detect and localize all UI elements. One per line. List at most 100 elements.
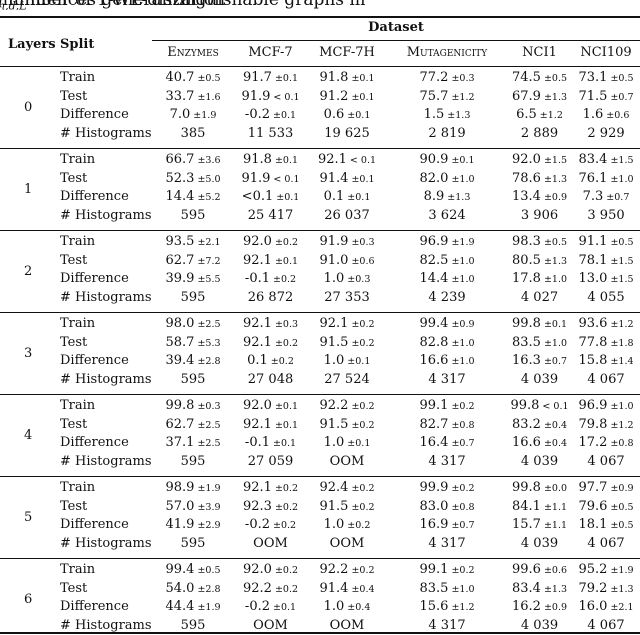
table-cell: 93.5 ±2.1 bbox=[152, 233, 234, 252]
cell-value: 595 bbox=[180, 289, 206, 305]
block-rule bbox=[0, 230, 640, 231]
cell-std: ±0.4 bbox=[543, 419, 568, 431]
cell-value: 83.5 bbox=[511, 334, 541, 350]
cell-value: 91.5 bbox=[319, 498, 349, 514]
cell-value: 98.3 bbox=[511, 234, 541, 249]
cell-std: ±1.3 bbox=[543, 173, 568, 185]
cell-std: ±1.2 bbox=[451, 602, 475, 613]
dataset-cmidrule bbox=[152, 40, 640, 41]
cell-std: ±0.5 bbox=[543, 73, 568, 84]
table-cell: 1.0 ±0.4 bbox=[307, 598, 387, 617]
table-cell: -0.2 ±0.1 bbox=[234, 598, 307, 617]
cell-value: 4 317 bbox=[428, 453, 466, 469]
cell-value: 27 048 bbox=[247, 371, 294, 387]
table-cell: 78.6 ±1.3 bbox=[507, 170, 572, 189]
split-label: # Histograms bbox=[60, 125, 152, 141]
cell-std: ±1.9 bbox=[197, 483, 221, 494]
table-cell: 91.2 ±0.1 bbox=[307, 88, 387, 107]
cell-value: 7.0 bbox=[169, 107, 191, 122]
cell-value: 41.9 bbox=[165, 517, 195, 532]
cell-value: 16.0 bbox=[578, 599, 608, 614]
table-cell: 33.7 ±1.6 bbox=[152, 88, 234, 107]
cell-std: ±1.3 bbox=[447, 110, 471, 121]
cell-value: 4 067 bbox=[587, 453, 625, 469]
table-cell: 91.9 < 0.1 bbox=[234, 88, 307, 107]
table-cell: OOM bbox=[234, 617, 307, 635]
cell-value: 62.7 bbox=[165, 416, 195, 432]
cell-value: 84.1 bbox=[511, 498, 541, 514]
caption-text: (number of 1-WL-distinguishable graphs m bbox=[0, 0, 366, 10]
cell-std: ±0.1 bbox=[543, 319, 568, 330]
table-cell: 44.4 ±1.9 bbox=[152, 598, 234, 617]
cell-std: ±0.1 bbox=[451, 155, 475, 166]
table-cell: 67.9 ±1.3 bbox=[507, 88, 572, 107]
cell-value: 0.1 bbox=[247, 353, 268, 368]
cell-value: OOM bbox=[329, 453, 365, 469]
cell-std: ±0.2 bbox=[274, 237, 299, 248]
cell-std: ±0.2 bbox=[274, 565, 299, 576]
table-cell: 92.0 ±0.2 bbox=[234, 561, 307, 580]
cell-std: ±1.0 bbox=[543, 337, 568, 349]
cell-value: 4 039 bbox=[520, 617, 559, 633]
cell-value: 52.3 bbox=[165, 170, 195, 186]
table-cell: 83.4 ±1.3 bbox=[507, 580, 572, 599]
cell-std: ±0.9 bbox=[451, 319, 475, 330]
split-label: Train bbox=[60, 398, 96, 413]
cell-std: ±0.3 bbox=[351, 237, 375, 248]
cell-std: ±0.1 bbox=[347, 110, 371, 121]
cell-value: 6.5 bbox=[516, 107, 537, 122]
table-cell: 2 819 bbox=[387, 125, 507, 143]
cell-std: ±1.9 bbox=[197, 602, 221, 613]
table-cell: <0.1 ±0.1 bbox=[234, 188, 307, 207]
cell-std: ±0.1 bbox=[347, 192, 371, 203]
cell-value: 83.0 bbox=[419, 498, 449, 514]
table-cell: 77.8 ±1.8 bbox=[572, 334, 640, 353]
split-label: Train bbox=[60, 234, 96, 249]
table-cell: 82.5 ±1.0 bbox=[387, 252, 507, 271]
table-cell: -0.2 ±0.2 bbox=[234, 516, 307, 535]
cell-value: 92.2 bbox=[319, 398, 349, 413]
dataset-header: Mutagenicity bbox=[406, 45, 488, 60]
cell-value: 1.6 bbox=[582, 107, 604, 122]
table-cell: 97.7 ±0.9 bbox=[572, 479, 640, 498]
table-cell: 0.1 ±0.2 bbox=[234, 352, 307, 371]
cell-std: ±0.0 bbox=[543, 483, 568, 494]
table-cell: 39.4 ±2.8 bbox=[152, 352, 234, 371]
table-cell: 92.0 ±1.5 bbox=[507, 151, 572, 170]
cell-value: 1.0 bbox=[323, 517, 345, 532]
table-cell: 98.3 ±0.5 bbox=[507, 233, 572, 252]
dataset-header: MCF-7 bbox=[248, 45, 293, 60]
table-cell: 4 317 bbox=[387, 371, 507, 389]
table-cell: 99.9 ±0.2 bbox=[387, 479, 507, 498]
layer-number: 5 bbox=[24, 510, 33, 525]
split-label: Difference bbox=[60, 353, 129, 368]
cell-std: ±1.3 bbox=[543, 583, 568, 595]
split-label: # Histograms bbox=[60, 289, 152, 305]
table-cell: 91.9 ±0.3 bbox=[307, 233, 387, 252]
cell-std: ±1.0 bbox=[451, 255, 475, 267]
table-cell: 71.5 ±0.7 bbox=[572, 88, 640, 107]
cell-std: ±0.2 bbox=[351, 401, 375, 412]
table-cell: 595 bbox=[152, 371, 234, 389]
table-cell: OOM bbox=[307, 453, 387, 471]
cell-value: 91.0 bbox=[319, 252, 349, 268]
cell-value: 91.7 bbox=[242, 70, 272, 85]
cell-std: ±1.0 bbox=[610, 401, 634, 412]
cell-value: -0.1 bbox=[244, 435, 270, 450]
cell-std: ±5.5 bbox=[197, 274, 221, 285]
table-cell: 82.7 ±0.8 bbox=[387, 416, 507, 435]
cell-value: 79.6 bbox=[578, 498, 608, 514]
cell-value: 8.9 bbox=[423, 189, 445, 204]
table-cell: 17.8 ±1.0 bbox=[507, 270, 572, 289]
table-cell: 92.3 ±0.2 bbox=[234, 498, 307, 517]
cell-value: 96.9 bbox=[419, 234, 449, 249]
cell-std: ±2.9 bbox=[197, 520, 221, 531]
table-cell: 83.0 ±0.8 bbox=[387, 498, 507, 517]
table-cell: 7.0 ±1.9 bbox=[152, 106, 234, 125]
cell-std: ±0.6 bbox=[606, 110, 630, 121]
cell-value: 83.2 bbox=[511, 416, 541, 432]
cell-value: 99.8 bbox=[510, 398, 540, 413]
table-cell: 4 239 bbox=[387, 289, 507, 307]
cell-std: ±0.9 bbox=[543, 192, 568, 203]
table-cell: 62.7 ±7.2 bbox=[152, 252, 234, 271]
